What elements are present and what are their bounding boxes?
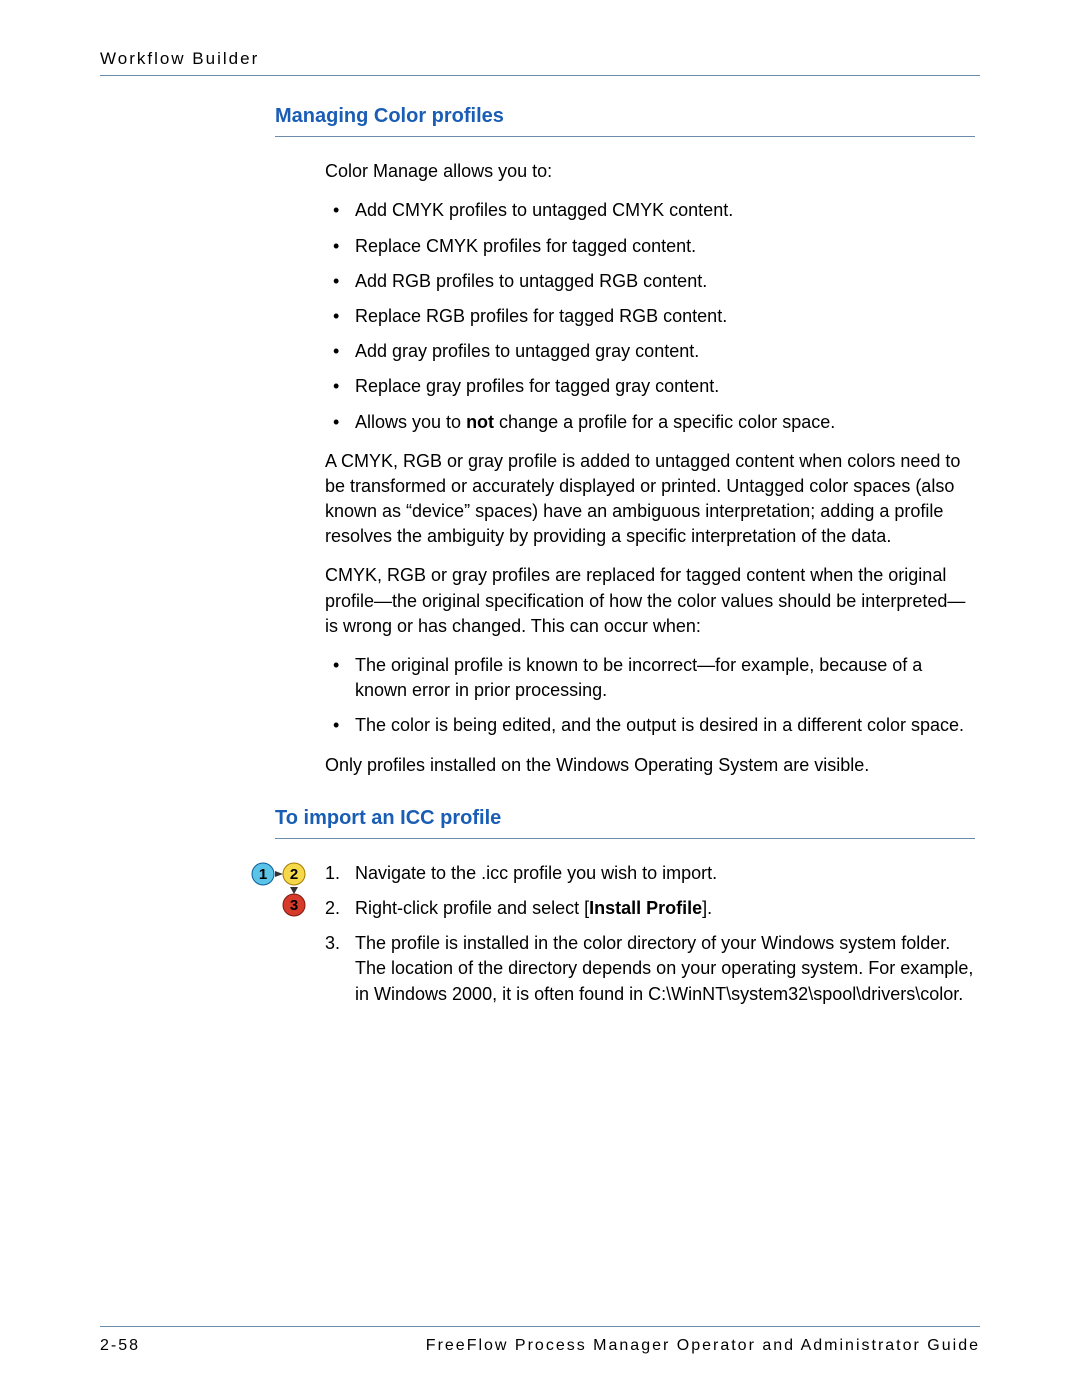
bullet-item: Add gray profiles to untagged gray conte… — [325, 339, 975, 364]
bullet-item: The original profile is known to be inco… — [325, 653, 975, 703]
step2-bold: Install Profile — [589, 898, 702, 918]
page-header: Workflow Builder — [100, 46, 980, 76]
section1-content: Color Manage allows you to: Add CMYK pro… — [325, 159, 975, 778]
paragraph-untagged: A CMYK, RGB or gray profile is added to … — [325, 449, 975, 550]
bullet7-pre: Allows you to — [355, 412, 466, 432]
section2-content: Navigate to the .icc profile you wish to… — [325, 861, 975, 1007]
bullet7-post: change a profile for a specific color sp… — [494, 412, 835, 432]
step-item: Navigate to the .icc profile you wish to… — [325, 861, 975, 886]
bullet-item: Add RGB profiles to untagged RGB content… — [325, 269, 975, 294]
svg-text:2: 2 — [290, 866, 298, 883]
steps-123-icon: 1 2 3 — [250, 860, 310, 920]
svg-text:1: 1 — [259, 866, 267, 883]
paragraph-visible-profiles: Only profiles installed on the Windows O… — [325, 753, 975, 778]
svg-text:3: 3 — [290, 897, 298, 914]
step-item: Right-click profile and select [Install … — [325, 896, 975, 921]
import-steps-list: Navigate to the .icc profile you wish to… — [325, 861, 975, 1007]
bullet-item: Replace gray profiles for tagged gray co… — [325, 374, 975, 399]
feature-bullet-list: Add CMYK profiles to untagged CMYK conte… — [325, 198, 975, 434]
page-number: 2-58 — [100, 1335, 140, 1357]
step2-post: ]. — [702, 898, 712, 918]
paragraph-tagged: CMYK, RGB or gray profiles are replaced … — [325, 563, 975, 639]
bullet7-bold: not — [466, 412, 494, 432]
occur-when-list: The original profile is known to be inco… — [325, 653, 975, 739]
header-title: Workflow Builder — [100, 49, 259, 68]
bullet-item: Replace RGB profiles for tagged RGB cont… — [325, 304, 975, 329]
bullet-item: Replace CMYK profiles for tagged content… — [325, 234, 975, 259]
bullet-item: Allows you to not change a profile for a… — [325, 410, 975, 435]
bullet-item: The color is being edited, and the outpu… — [325, 713, 975, 738]
page-footer: 2-58 FreeFlow Process Manager Operator a… — [100, 1326, 980, 1357]
intro-text: Color Manage allows you to: — [325, 159, 975, 184]
bullet-item: Add CMYK profiles to untagged CMYK conte… — [325, 198, 975, 223]
section-heading-import-icc: To import an ICC profile — [275, 804, 975, 839]
step2-pre: Right-click profile and select [ — [355, 898, 589, 918]
section-heading-managing-color-profiles: Managing Color profiles — [275, 102, 975, 137]
step-item: The profile is installed in the color di… — [325, 931, 975, 1007]
footer-title: FreeFlow Process Manager Operator and Ad… — [426, 1335, 980, 1357]
